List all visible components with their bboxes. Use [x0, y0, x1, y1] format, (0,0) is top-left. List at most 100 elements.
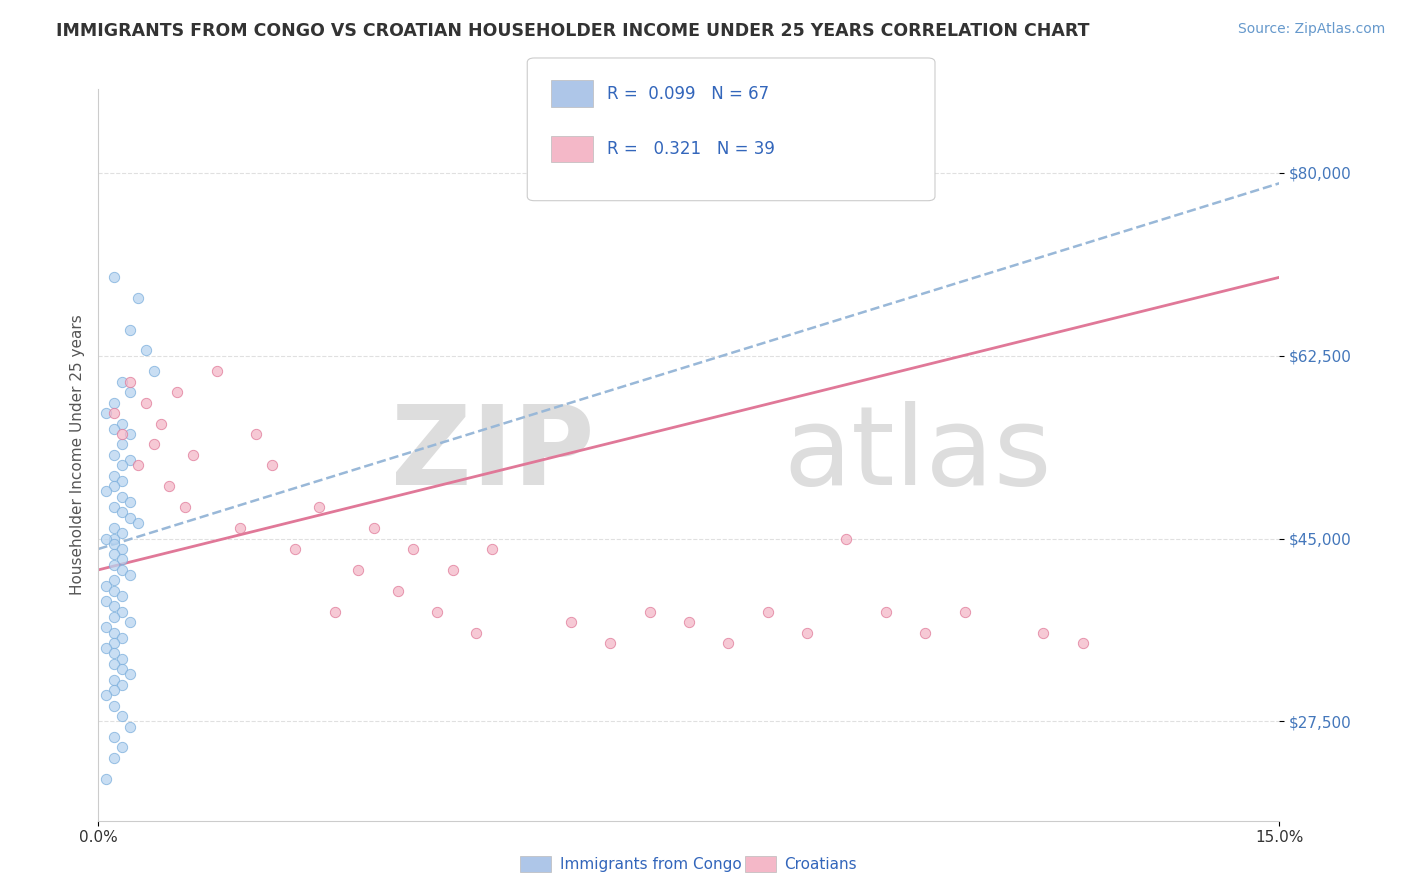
Point: [103, 532, 125, 546]
Point: [481, 541, 503, 556]
Point: [111, 631, 134, 645]
Point: [560, 615, 582, 629]
Point: [638, 605, 661, 619]
Point: [118, 720, 141, 734]
Point: [96, 578, 118, 592]
Point: [678, 615, 700, 629]
Point: [103, 448, 125, 462]
Point: [260, 458, 283, 473]
Point: [118, 375, 141, 389]
Point: [103, 500, 125, 515]
Point: [103, 547, 125, 561]
Point: [111, 490, 134, 504]
Point: [103, 657, 125, 671]
Point: [103, 683, 125, 698]
Point: [599, 636, 621, 650]
Point: [118, 667, 141, 681]
Point: [363, 521, 385, 535]
Point: [127, 458, 149, 473]
Point: [135, 395, 157, 409]
Point: [118, 322, 141, 336]
Text: Croatians: Croatians: [785, 857, 858, 871]
Point: [111, 740, 134, 755]
Point: [387, 583, 409, 598]
Point: [103, 673, 125, 687]
Point: [118, 568, 141, 582]
Point: [914, 625, 936, 640]
Point: [118, 453, 141, 467]
Point: [347, 563, 370, 577]
Point: [426, 605, 449, 619]
Point: [205, 364, 228, 378]
Point: [127, 291, 149, 305]
Point: [103, 468, 125, 483]
Point: [96, 484, 118, 499]
Point: [118, 495, 141, 509]
Point: [157, 479, 180, 493]
Point: [111, 526, 134, 541]
Point: [111, 417, 134, 431]
Point: [96, 594, 118, 608]
Point: [118, 510, 141, 524]
Point: [174, 500, 197, 515]
Point: [103, 583, 125, 598]
Point: [111, 563, 134, 577]
Point: [308, 500, 330, 515]
Point: [835, 532, 858, 546]
Point: [111, 458, 134, 473]
Point: [96, 772, 118, 786]
Point: [103, 730, 125, 744]
Point: [111, 678, 134, 692]
Point: [111, 541, 134, 556]
Point: [1071, 636, 1094, 650]
Point: [127, 516, 149, 530]
Point: [953, 605, 976, 619]
Point: [103, 599, 125, 614]
Point: [96, 620, 118, 634]
Point: [323, 605, 346, 619]
Point: [166, 385, 188, 400]
Point: [111, 605, 134, 619]
Point: [245, 427, 267, 442]
Text: ZIP: ZIP: [391, 401, 595, 508]
Y-axis label: Householder Income Under 25 years: Householder Income Under 25 years: [69, 315, 84, 595]
Text: atlas: atlas: [783, 401, 1052, 508]
Point: [103, 406, 125, 420]
Point: [402, 541, 425, 556]
Point: [796, 625, 818, 640]
Point: [103, 558, 125, 572]
Point: [756, 605, 779, 619]
Text: Immigrants from Congo: Immigrants from Congo: [560, 857, 741, 871]
Point: [103, 574, 125, 588]
Point: [96, 532, 118, 546]
Point: [103, 610, 125, 624]
Point: [96, 641, 118, 656]
Point: [103, 537, 125, 551]
Point: [103, 636, 125, 650]
Point: [142, 437, 165, 451]
Point: [103, 751, 125, 765]
Point: [103, 479, 125, 493]
Point: [118, 427, 141, 442]
Point: [111, 709, 134, 723]
Point: [96, 406, 118, 420]
Point: [111, 662, 134, 676]
Point: [103, 422, 125, 436]
Point: [103, 521, 125, 535]
Point: [135, 343, 157, 358]
Point: [118, 615, 141, 629]
Point: [103, 395, 125, 409]
Point: [111, 589, 134, 603]
Point: [96, 688, 118, 702]
Point: [142, 364, 165, 378]
Text: R =  0.099   N = 67: R = 0.099 N = 67: [607, 85, 769, 103]
Point: [181, 448, 204, 462]
Point: [111, 474, 134, 488]
Point: [103, 270, 125, 285]
Point: [465, 625, 488, 640]
Point: [284, 541, 307, 556]
Point: [441, 563, 464, 577]
Point: [1032, 625, 1054, 640]
Point: [103, 647, 125, 661]
Point: [875, 605, 897, 619]
